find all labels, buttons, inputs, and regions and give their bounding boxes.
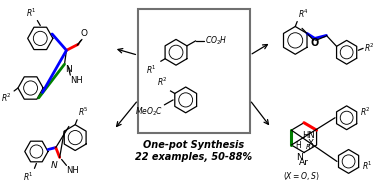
Text: $R^2$: $R^2$ (360, 106, 371, 118)
Text: One-pot Synthesis: One-pot Synthesis (143, 140, 244, 150)
Text: N: N (296, 154, 303, 163)
Text: $R^4$: $R^4$ (298, 7, 309, 20)
Text: $R^1$: $R^1$ (26, 6, 36, 19)
Text: $R^2$: $R^2$ (364, 41, 375, 53)
Text: $(X = O, S)$: $(X = O, S)$ (283, 170, 319, 182)
Text: NH: NH (67, 166, 79, 175)
Text: NH: NH (70, 76, 83, 85)
Text: $R^1$: $R^1$ (305, 142, 314, 153)
Text: $R^5$: $R^5$ (78, 105, 89, 118)
Text: HN: HN (302, 131, 314, 140)
Text: N: N (65, 65, 72, 74)
Text: O: O (81, 29, 88, 38)
Text: 22 examples, 50-88%: 22 examples, 50-88% (135, 151, 252, 162)
Bar (138, 9, 250, 133)
Text: O: O (311, 38, 319, 48)
Text: $R^2$: $R^2$ (1, 92, 12, 104)
Text: $MeO_2C$: $MeO_2C$ (135, 106, 163, 118)
Text: Ar: Ar (299, 158, 309, 167)
Text: $R^1$: $R^1$ (146, 63, 157, 76)
Text: $CO_2H$: $CO_2H$ (205, 35, 228, 47)
Text: X: X (308, 139, 314, 148)
Text: $N$: $N$ (50, 160, 59, 170)
Text: $R^1$: $R^1$ (23, 170, 34, 183)
Text: $R^2$: $R^2$ (157, 76, 168, 88)
Text: H: H (295, 140, 301, 150)
Text: $R^1$: $R^1$ (362, 159, 373, 172)
